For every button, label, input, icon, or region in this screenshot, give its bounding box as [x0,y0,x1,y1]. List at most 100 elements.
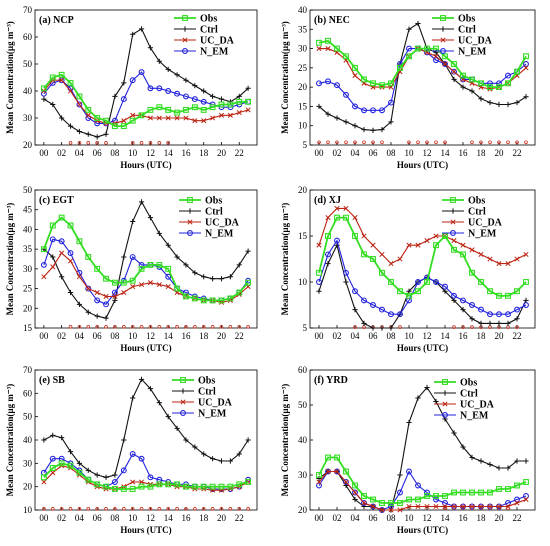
data-point-obs [129,117,136,124]
data-point-obs [496,292,502,299]
legend-marker [180,410,186,416]
data-point-obs [370,80,376,87]
data-point-n-em [523,61,529,67]
data-point-obs [94,115,101,121]
legend-item-n-em: N_EM [432,47,487,58]
significance-marker [148,141,153,145]
data-point-ctrl [85,131,91,137]
data-point-ctrl [433,398,439,405]
data-point-uc-da [514,500,520,506]
data-point-ctrl [361,320,367,326]
significance-marker [86,141,91,145]
x-tick-label: 12 [423,148,432,158]
data-point-uc-da [218,112,225,118]
legend-item-ctrl: Ctrl [172,387,216,398]
data-point-n-em [316,482,322,489]
significance-marker [122,325,126,329]
x-tick-label: 22 [235,148,244,158]
data-point-obs [478,279,484,285]
x-tick-label: 10 [405,331,415,341]
x-tick-label: 20 [495,513,505,523]
data-point-n-em [325,78,331,85]
legend-marker [450,219,456,225]
data-point-n-em [406,45,412,52]
significance-marker [416,140,420,145]
data-point-obs [227,295,234,302]
data-point-obs [209,483,216,490]
data-point-obs [85,476,92,483]
y-tick-label: 15 [298,231,308,241]
data-point-uc-da [523,496,529,503]
data-point-ctrl [379,325,385,331]
significance-marker [130,507,135,511]
significance-marker [130,141,135,145]
data-point-obs [325,37,331,44]
significance-marker [201,325,206,329]
significance-marker [184,325,188,329]
data-point-obs [316,39,322,46]
data-point-ctrl [361,126,367,133]
data-point-n-em [138,69,145,76]
panel-5: 10 20 30 40 50 60 70 00 02 04 06 08 10 12 14 16 18 20 22 Ho… [5,365,258,535]
data-point-uc-da [245,107,251,113]
data-point-n-em [370,107,376,114]
data-point-obs [191,483,198,490]
x-tick-label: 14 [164,513,174,523]
plot-frame [309,189,536,329]
x-tick-label: 20 [217,331,227,341]
data-point-uc-da [174,115,180,121]
significance-marker [193,325,197,329]
data-point-n-em [505,311,511,318]
x-tick-label: 16 [459,513,469,523]
data-point-ctrl [210,456,216,462]
data-point-n-em [129,254,136,260]
x-tick-label: 22 [513,513,522,523]
data-point-obs [478,80,484,87]
data-point-obs [85,254,92,260]
x-axis-label: Hours (UTC) [397,343,448,353]
data-point-obs [191,104,198,111]
data-point-obs [120,279,127,286]
data-point-uc-da [192,118,198,124]
data-point-n-em [352,103,358,110]
y-tick-label: 50 [23,59,33,69]
legend-label: Obs [200,14,217,25]
data-point-ctrl [50,254,56,260]
data-point-n-em [325,251,331,258]
data-point-ctrl [236,262,242,268]
y-tick-label: 30 [23,113,33,123]
data-point-obs [58,460,65,467]
legend-marker [442,379,448,385]
x-tick-label: 08 [110,513,120,523]
data-point-obs [129,277,136,284]
data-point-uc-da [343,479,349,485]
significance-marker [139,507,144,511]
significance-marker [380,140,384,145]
data-point-uc-da [487,503,493,510]
data-point-obs [505,80,511,87]
data-point-ctrl [174,254,180,260]
data-point-obs [433,242,439,249]
y-tick-label: 20 [298,185,308,195]
x-tick-label: 22 [235,513,244,523]
data-point-uc-da [433,503,439,510]
data-point-obs [236,98,243,105]
data-point-ctrl [218,458,225,464]
x-tick-label: 16 [459,331,469,341]
data-point-obs [183,483,189,490]
data-point-obs [514,68,520,75]
data-point-obs [58,214,65,221]
x-axis-label: Hours (UTC) [120,525,171,535]
data-point-obs [505,486,511,492]
significance-marker [219,507,224,511]
data-point-obs [352,482,358,489]
data-point-uc-da [103,293,109,300]
data-point-obs [147,483,154,490]
data-point-obs [174,285,181,292]
y-axis-label: Mean Concentration(µg m⁻³) [5,203,15,316]
significance-marker [344,140,348,145]
data-point-n-em [334,82,340,89]
